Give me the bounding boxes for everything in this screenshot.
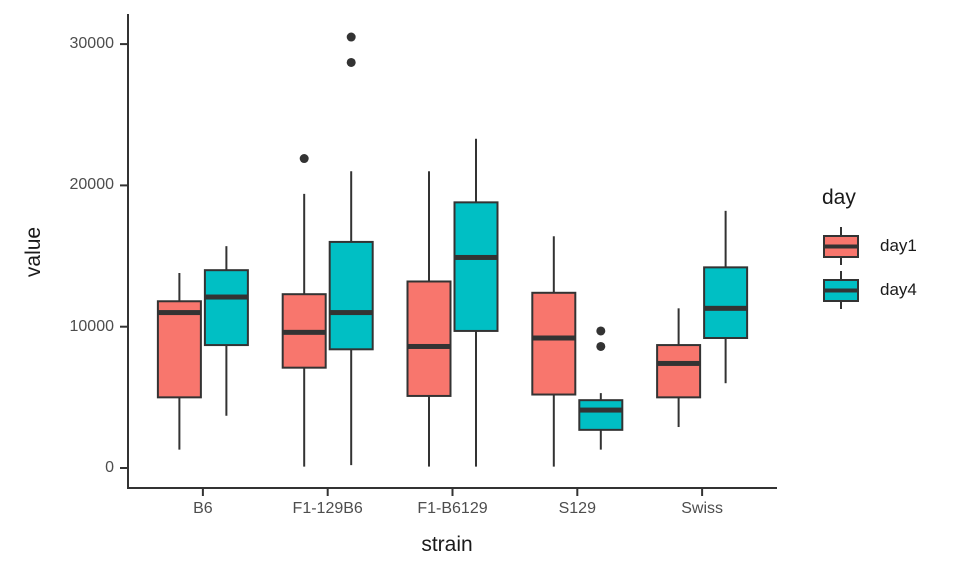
y-tick-label: 10000 <box>69 317 115 335</box>
box-day1-B6-median <box>157 310 201 316</box>
box-day4-S129-outlier <box>596 326 606 336</box>
box-day4-S129-median <box>579 407 623 413</box>
legend-item-day4: day4 <box>822 268 917 312</box>
x-axis-title: strain <box>421 533 473 556</box>
x-tick-label: F1-129B6 <box>292 500 363 517</box>
box-day1-B6 <box>156 300 202 399</box>
box-day1-S129-median <box>532 335 576 341</box>
box-day1-F1-129B6-median <box>282 329 326 335</box>
box-day4-F1-B6129 <box>453 201 499 332</box>
box-day4-Swiss <box>703 266 749 340</box>
box-day4-S129 <box>578 399 624 431</box>
y-axis-title: value <box>22 226 45 278</box>
boxplot-key-icon <box>823 271 859 309</box>
box-day4-F1-129B6-outlier <box>346 32 356 42</box>
box-day4-F1-129B6-median <box>329 310 373 316</box>
box-day1-F1-129B6-outlier <box>299 154 309 164</box>
box-day4-F1-129B6 <box>328 240 374 351</box>
box-day1-F1-B6129 <box>406 280 452 397</box>
legend-label-day4: day4 <box>880 280 917 299</box>
box-day1-Swiss <box>656 344 702 399</box>
x-tick-label: Swiss <box>681 500 723 517</box>
boxplot-key-icon <box>823 227 859 265</box>
y-tick-label: 0 <box>105 459 114 476</box>
x-tick-label: F1-B6129 <box>417 500 488 517</box>
x-tick-label: B6 <box>193 500 213 517</box>
box-day4-F1-129B6-outlier <box>346 57 356 67</box>
box-day4-Swiss-median <box>704 305 748 311</box>
legend-title: day <box>822 186 856 209</box>
legend-item-day1: day1 <box>822 224 917 268</box>
box-day4-F1-B6129-median <box>454 254 498 260</box>
box-day4-S129-outlier <box>596 341 606 351</box>
box-day1-S129 <box>531 291 577 396</box>
box-day4-B6-median <box>204 294 248 300</box>
x-tick-label: S129 <box>558 500 596 517</box>
legend: day day1 day4 <box>822 186 917 312</box>
box-day1-Swiss-median <box>657 360 701 366</box>
y-tick-label: 30000 <box>69 35 115 53</box>
box-day1-F1-B6129-median <box>407 343 451 349</box>
y-tick-label: 20000 <box>69 176 115 194</box>
box-day4-B6 <box>203 269 249 347</box>
legend-label-day1: day1 <box>880 236 917 255</box>
